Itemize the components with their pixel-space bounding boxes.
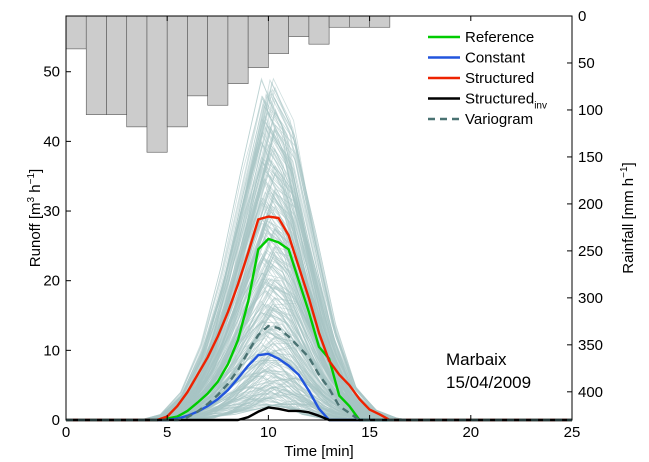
legend-label: Reference xyxy=(465,29,534,46)
rainfall-bar xyxy=(288,15,310,37)
x-tick-label: 10 xyxy=(260,424,277,441)
rainfall-bar xyxy=(349,15,370,28)
y-axis-label-main: Runoff [m xyxy=(27,202,44,267)
y2-axis-label: Rainfall [mm h−1] xyxy=(619,162,637,273)
y-tick-label: 50 xyxy=(43,64,60,81)
ensemble-line xyxy=(66,93,411,421)
y2-axis-label-end: ] xyxy=(620,162,637,166)
y2-tick-label: 350 xyxy=(578,337,603,354)
y2-tick-label: 50 xyxy=(578,55,595,72)
y2-tick-label: 250 xyxy=(578,243,603,260)
legend-label: Structuredinv xyxy=(465,91,547,112)
rainfall-bars xyxy=(65,15,391,153)
legend-label: Structured xyxy=(465,70,534,87)
site-annotation: Marbaix xyxy=(446,350,507,369)
runoff-series xyxy=(66,215,572,422)
rainfall-bar xyxy=(328,15,350,28)
ensemble-line xyxy=(66,95,411,421)
y2-tick-label: 0 xyxy=(578,8,586,25)
rainfall-bar xyxy=(308,15,330,45)
rainfall-bar xyxy=(227,15,249,84)
plot-frame xyxy=(65,15,573,421)
x-tick-label: 25 xyxy=(564,424,581,441)
series-line-structured-inv xyxy=(66,406,572,422)
y-axis-label-mid: h xyxy=(27,184,44,197)
y2-tick-label: 150 xyxy=(578,149,603,166)
rainfall-bar xyxy=(65,15,87,50)
y2-tick-label: 300 xyxy=(578,290,603,307)
rainfall-bar xyxy=(166,15,188,128)
y2-tick-label: 100 xyxy=(578,102,603,119)
legend: Reference Constant Structured Structuredinv… xyxy=(428,29,547,128)
x-tick-label: 15 xyxy=(361,424,378,441)
ensemble-line xyxy=(66,79,411,421)
series-line-structured xyxy=(66,215,572,422)
y-tick-label: 10 xyxy=(43,342,60,359)
rainfall-bar xyxy=(207,15,229,106)
y-tick-label: 0 xyxy=(52,412,60,429)
rainfall-bar xyxy=(106,15,128,115)
rainfall-bar xyxy=(146,15,168,153)
rainfall-bar xyxy=(85,15,107,115)
x-axis-label: Time [min] xyxy=(284,443,353,460)
y-tick-label: 40 xyxy=(43,133,60,150)
y-axis-label-end: ] xyxy=(27,169,44,173)
x-tick-label: 20 xyxy=(462,424,479,441)
rainfall-bar xyxy=(187,15,208,97)
rainfall-bar xyxy=(369,15,391,28)
date-annotation: 15/04/2009 xyxy=(446,373,531,392)
y2-tick-label: 200 xyxy=(578,196,603,213)
rainfall-bar xyxy=(268,15,289,54)
y2-axis-label-main: Rainfall [mm h xyxy=(620,178,637,274)
y-axis-label: Runoff [m3 h−1] xyxy=(26,169,44,267)
y2-tick-label: 400 xyxy=(578,384,603,401)
legend-label: Variogram xyxy=(465,111,533,128)
x-tick-label: 0 xyxy=(62,424,70,441)
ensemble-line xyxy=(66,88,411,421)
series-line-variogram xyxy=(66,324,572,422)
axis-ticks: 0 5 10 15 20 25010203040500501001502002503003… xyxy=(43,8,603,441)
legend-label: Constant xyxy=(465,50,526,67)
rainfall-bar xyxy=(126,15,148,128)
series-line-constant xyxy=(66,352,572,422)
y2-axis-label-sup: −1 xyxy=(619,166,630,178)
y-tick-label: 30 xyxy=(43,203,60,220)
y-tick-label: 20 xyxy=(43,273,60,290)
series-line-reference xyxy=(66,237,572,422)
y-axis-label-sup2: −1 xyxy=(26,173,37,185)
y-axis-label-sup1: 3 xyxy=(26,196,37,202)
x-tick-label: 5 xyxy=(163,424,171,441)
rainfall-bar xyxy=(247,15,269,68)
